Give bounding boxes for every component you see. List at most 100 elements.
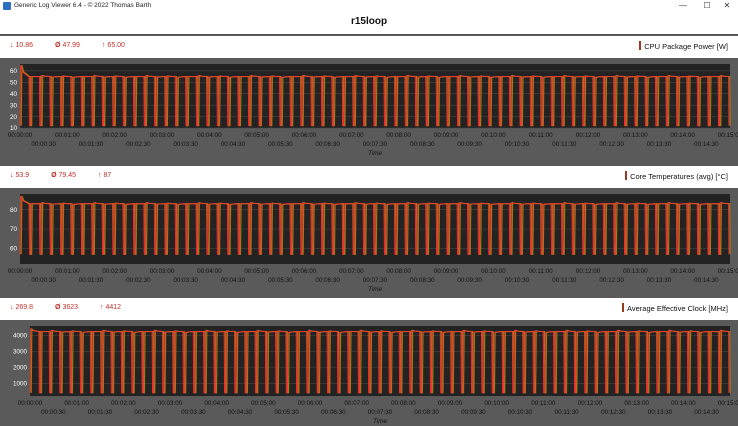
x-tick-label: 00:09:00 bbox=[434, 268, 459, 275]
min-value: 53.9 bbox=[15, 172, 30, 179]
x-tick-label: 00:09:00 bbox=[434, 132, 459, 139]
x-tick-label: 00:12:30 bbox=[601, 409, 626, 416]
min-value: 10.86 bbox=[15, 42, 34, 49]
series-color-icon bbox=[621, 303, 624, 312]
x-tick-label: 00:02:00 bbox=[102, 132, 127, 139]
x-tick-label: 00:05:00 bbox=[251, 400, 276, 407]
panel-stats: ↓ 53.9 Ø 79.45 ↑ 87 bbox=[10, 172, 131, 179]
x-tick-label: 00:08:00 bbox=[391, 400, 416, 407]
x-tick-label: 00:03:00 bbox=[150, 268, 175, 275]
x-tick-label: 00:02:30 bbox=[126, 277, 151, 284]
panel-header: ↓ 53.9 Ø 79.45 ↑ 87 Core Temperatures (avg)… bbox=[0, 166, 738, 188]
avg-value: 3623 bbox=[62, 304, 79, 311]
y-tick-label: 20 bbox=[10, 114, 18, 121]
avg-icon: Ø bbox=[54, 304, 61, 311]
min-icon: ↓ bbox=[10, 42, 14, 49]
min-icon: ↓ bbox=[10, 172, 14, 179]
avg-value: 47.99 bbox=[62, 42, 80, 49]
x-tick-label: 00:00:30 bbox=[31, 141, 56, 148]
x-tick-label: 00:15:00 bbox=[718, 400, 738, 407]
series-color-icon bbox=[639, 41, 642, 50]
panel-header: ↓ 269.8 Ø 3623 ↑ 4412 Average Effective Clo… bbox=[0, 298, 738, 320]
x-tick-label: 00:12:00 bbox=[576, 132, 601, 139]
x-tick-label: 00:03:00 bbox=[150, 132, 175, 139]
x-tick-label: 00:07:00 bbox=[339, 268, 364, 275]
x-tick-label: 00:11:30 bbox=[555, 409, 580, 416]
x-tick-label: 00:02:30 bbox=[126, 141, 151, 148]
x-tick-label: 00:09:30 bbox=[457, 277, 482, 284]
x-tick-label: 00:10:30 bbox=[505, 141, 530, 148]
x-tick-label: 00:03:30 bbox=[181, 409, 206, 416]
x-tick-label: 00:15:00 bbox=[718, 132, 738, 139]
min-icon: ↓ bbox=[10, 304, 14, 311]
x-tick-label: 00:11:30 bbox=[552, 141, 577, 148]
series-line bbox=[29, 328, 730, 394]
x-tick-label: 00:12:00 bbox=[576, 268, 601, 275]
minimize-button[interactable]: — bbox=[679, 1, 687, 10]
x-tick-label: 00:00:00 bbox=[18, 400, 43, 407]
panel-effective-clock: ↓ 269.8 Ø 3623 ↑ 4412 Average Effective Clo… bbox=[0, 298, 738, 426]
x-tick-label: 00:03:30 bbox=[173, 277, 198, 284]
x-tick-label: 00:04:30 bbox=[221, 141, 246, 148]
x-tick-label: 00:13:00 bbox=[623, 268, 648, 275]
x-tick-label: 00:05:00 bbox=[244, 132, 269, 139]
x-tick-label: 00:01:00 bbox=[55, 268, 80, 275]
x-tick-label: 00:11:00 bbox=[529, 268, 554, 275]
x-tick-label: 00:14:00 bbox=[670, 132, 695, 139]
min-value: 269.8 bbox=[15, 304, 34, 311]
x-tick-label: 00:07:30 bbox=[363, 277, 388, 284]
y-tick-label: 4000 bbox=[13, 333, 28, 340]
x-tick-label: 00:04:30 bbox=[221, 277, 246, 284]
x-tick-label: 00:07:30 bbox=[368, 409, 393, 416]
x-tick-label: 00:08:00 bbox=[386, 268, 411, 275]
x-tick-label: 00:14:00 bbox=[671, 400, 696, 407]
window-title: Generic Log Viewer 6.4 - © 2022 Thomas B… bbox=[14, 2, 152, 9]
x-tick-label: 00:06:00 bbox=[292, 268, 317, 275]
x-tick-label: 00:14:30 bbox=[694, 141, 719, 148]
x-tick-label: 00:06:00 bbox=[298, 400, 323, 407]
series-line bbox=[19, 195, 730, 255]
metric-label[interactable]: Core Temperatures (avg) [°C] bbox=[625, 171, 728, 181]
x-tick-label: 00:13:30 bbox=[647, 141, 672, 148]
panel-core-temp: ↓ 53.9 Ø 79.45 ↑ 87 Core Temperatures (avg)… bbox=[0, 166, 738, 294]
x-tick-label: 00:07:00 bbox=[339, 132, 364, 139]
avg-value: 79.45 bbox=[58, 172, 77, 179]
close-button[interactable]: ✕ bbox=[723, 1, 731, 10]
panel-header: ↓ 10.86 Ø 47.99 ↑ 65.00 CPU Package Power [… bbox=[0, 36, 738, 58]
series-color-icon bbox=[625, 171, 628, 180]
chart-effective-clock[interactable]: 1000 2000 3000 4000 00:00:00 00:01:00 00:02:00… bbox=[0, 320, 738, 426]
y-tick-label: 30 bbox=[10, 102, 18, 109]
maximize-button[interactable]: ☐ bbox=[703, 1, 711, 10]
panel-stats: ↓ 10.86 Ø 47.99 ↑ 65.00 bbox=[10, 42, 145, 49]
max-icon: ↑ bbox=[99, 304, 104, 311]
chart-cpu-power[interactable]: 10 20 30 40 50 60 00:00:00 00:01:00 00:02:00 00:0… bbox=[0, 58, 738, 158]
x-tick-label: 00:13:00 bbox=[624, 400, 649, 407]
x-tick-label: 00:06:30 bbox=[315, 141, 340, 148]
x-tick-label: 00:01:30 bbox=[79, 277, 104, 284]
max-value: 65.00 bbox=[107, 42, 125, 49]
chart-core-temp[interactable]: 60 70 80 00:00:00 00:01:00 00:02:00 00:03:00 00… bbox=[0, 188, 738, 294]
x-tick-label: 00:02:00 bbox=[111, 400, 136, 407]
window-titlebar: Generic Log Viewer 6.4 - © 2022 Thomas B… bbox=[0, 0, 738, 12]
x-tick-label: 00:01:00 bbox=[55, 132, 80, 139]
x-tick-label: 00:10:30 bbox=[508, 409, 533, 416]
max-icon: ↑ bbox=[101, 42, 106, 49]
x-tick-label: 00:02:00 bbox=[102, 268, 127, 275]
x-tick-label: 00:08:30 bbox=[410, 277, 435, 284]
log-header: r15loop bbox=[0, 12, 738, 35]
avg-icon: Ø bbox=[54, 42, 61, 49]
x-tick-label: 00:01:00 bbox=[64, 400, 89, 407]
x-tick-label: 00:10:00 bbox=[484, 400, 509, 407]
y-tick-label: 2000 bbox=[13, 365, 28, 372]
x-tick-label: 00:01:30 bbox=[79, 141, 104, 148]
x-tick-label: 00:01:30 bbox=[88, 409, 113, 416]
x-tick-label: 00:11:00 bbox=[529, 132, 554, 139]
metric-label[interactable]: Average Effective Clock [MHz] bbox=[621, 303, 728, 313]
metric-label[interactable]: CPU Package Power [W] bbox=[639, 41, 728, 51]
log-name: r15loop bbox=[350, 16, 388, 27]
panel-cpu-power: ↓ 10.86 Ø 47.99 ↑ 65.00 CPU Package Power [… bbox=[0, 36, 738, 158]
x-tick-label: 00:10:00 bbox=[481, 268, 506, 275]
panel-stats: ↓ 269.8 Ø 3623 ↑ 4412 bbox=[10, 304, 141, 311]
x-tick-label: 00:11:30 bbox=[552, 277, 577, 284]
x-tick-label: 00:05:30 bbox=[274, 409, 299, 416]
